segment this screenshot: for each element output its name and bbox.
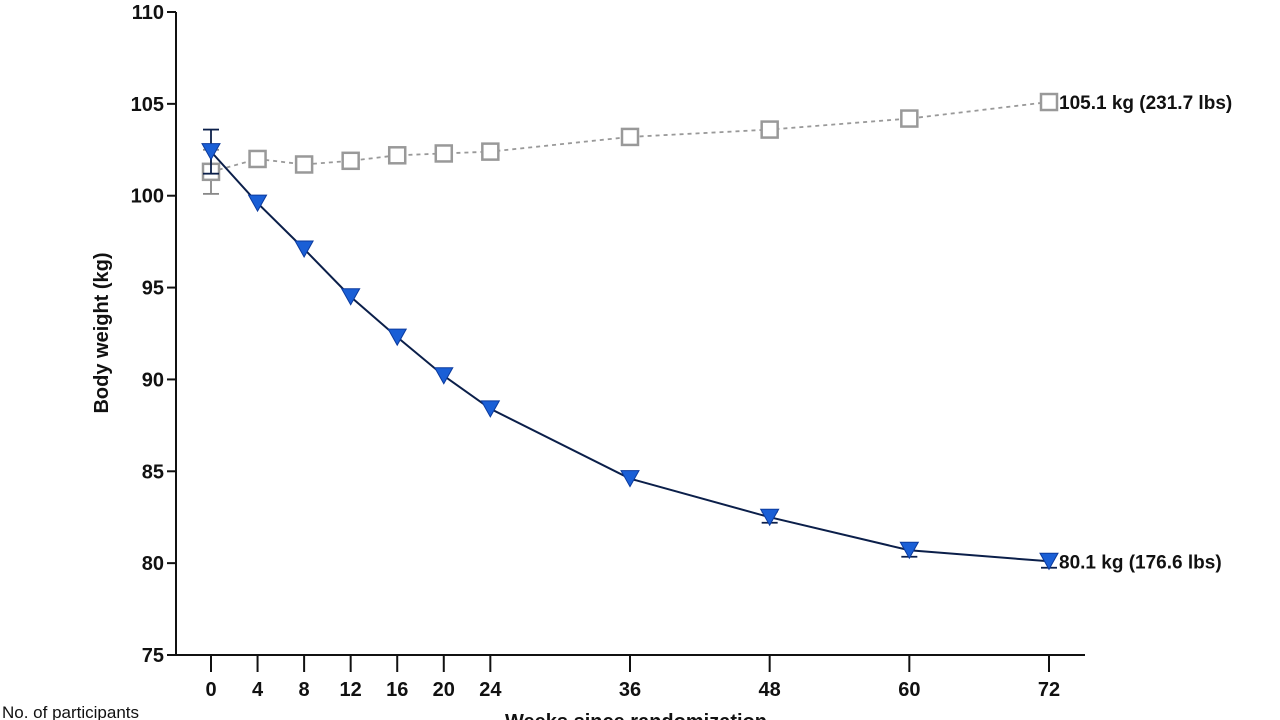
data-point-triangle xyxy=(340,288,361,306)
data-point-square xyxy=(294,155,314,174)
y-axis-label: Body weight (kg) xyxy=(91,252,113,413)
data-point-square xyxy=(1039,92,1059,112)
data-point-triangle xyxy=(247,194,268,213)
y-tick-label: 105 xyxy=(131,94,164,116)
data-point-square xyxy=(481,142,500,161)
x-axis-label: Weeks since randomization xyxy=(505,711,767,720)
y-tick-label: 75 xyxy=(142,645,164,667)
data-point-triangle xyxy=(899,541,920,560)
x-tick-label: 16 xyxy=(386,679,408,701)
y-tick-label: 100 xyxy=(131,186,164,208)
data-point-square xyxy=(248,149,267,169)
x-tick-label: 12 xyxy=(340,679,362,701)
x-tick-label: 20 xyxy=(433,679,455,701)
series-0 xyxy=(201,92,1059,195)
data-point-triangle xyxy=(387,328,408,347)
y-tick-label: 85 xyxy=(142,461,164,483)
y-tick-label: 80 xyxy=(142,553,164,575)
data-point-square xyxy=(760,120,779,139)
data-point-triangle xyxy=(433,367,454,385)
x-tick-label: 72 xyxy=(1038,679,1060,701)
data-point-triangle xyxy=(480,400,501,418)
x-tick-label: 8 xyxy=(299,679,310,701)
data-point-triangle xyxy=(759,508,780,527)
x-tick-label: 60 xyxy=(898,679,920,701)
end-label-treatment: 80.1 kg (176.6 lbs) xyxy=(1059,552,1222,573)
x-tick-label: 0 xyxy=(205,679,216,701)
y-tick-label: 95 xyxy=(142,278,164,300)
x-tick-label: 36 xyxy=(619,679,641,701)
data-point-square xyxy=(620,127,640,147)
data-point-triangle xyxy=(201,143,221,161)
series-1 xyxy=(201,128,1059,571)
series-marks xyxy=(201,92,1059,571)
data-point-square xyxy=(341,151,360,171)
data-point-triangle xyxy=(294,240,314,259)
end-label-placebo: 105.1 kg (231.7 lbs) xyxy=(1059,93,1232,114)
participants-label: No. of participants xyxy=(2,703,139,720)
x-tick-label: 48 xyxy=(759,679,781,701)
x-tick-label: 4 xyxy=(252,679,264,701)
y-tick-label: 90 xyxy=(142,369,164,391)
y-tick-label: 110 xyxy=(132,2,164,24)
data-point-square xyxy=(387,146,407,165)
data-point-triangle xyxy=(1039,552,1059,571)
data-point-square xyxy=(434,144,454,163)
data-point-square xyxy=(900,109,919,128)
x-tick-label: 24 xyxy=(479,679,502,701)
data-point-triangle xyxy=(620,470,640,488)
series-line xyxy=(210,150,1050,563)
